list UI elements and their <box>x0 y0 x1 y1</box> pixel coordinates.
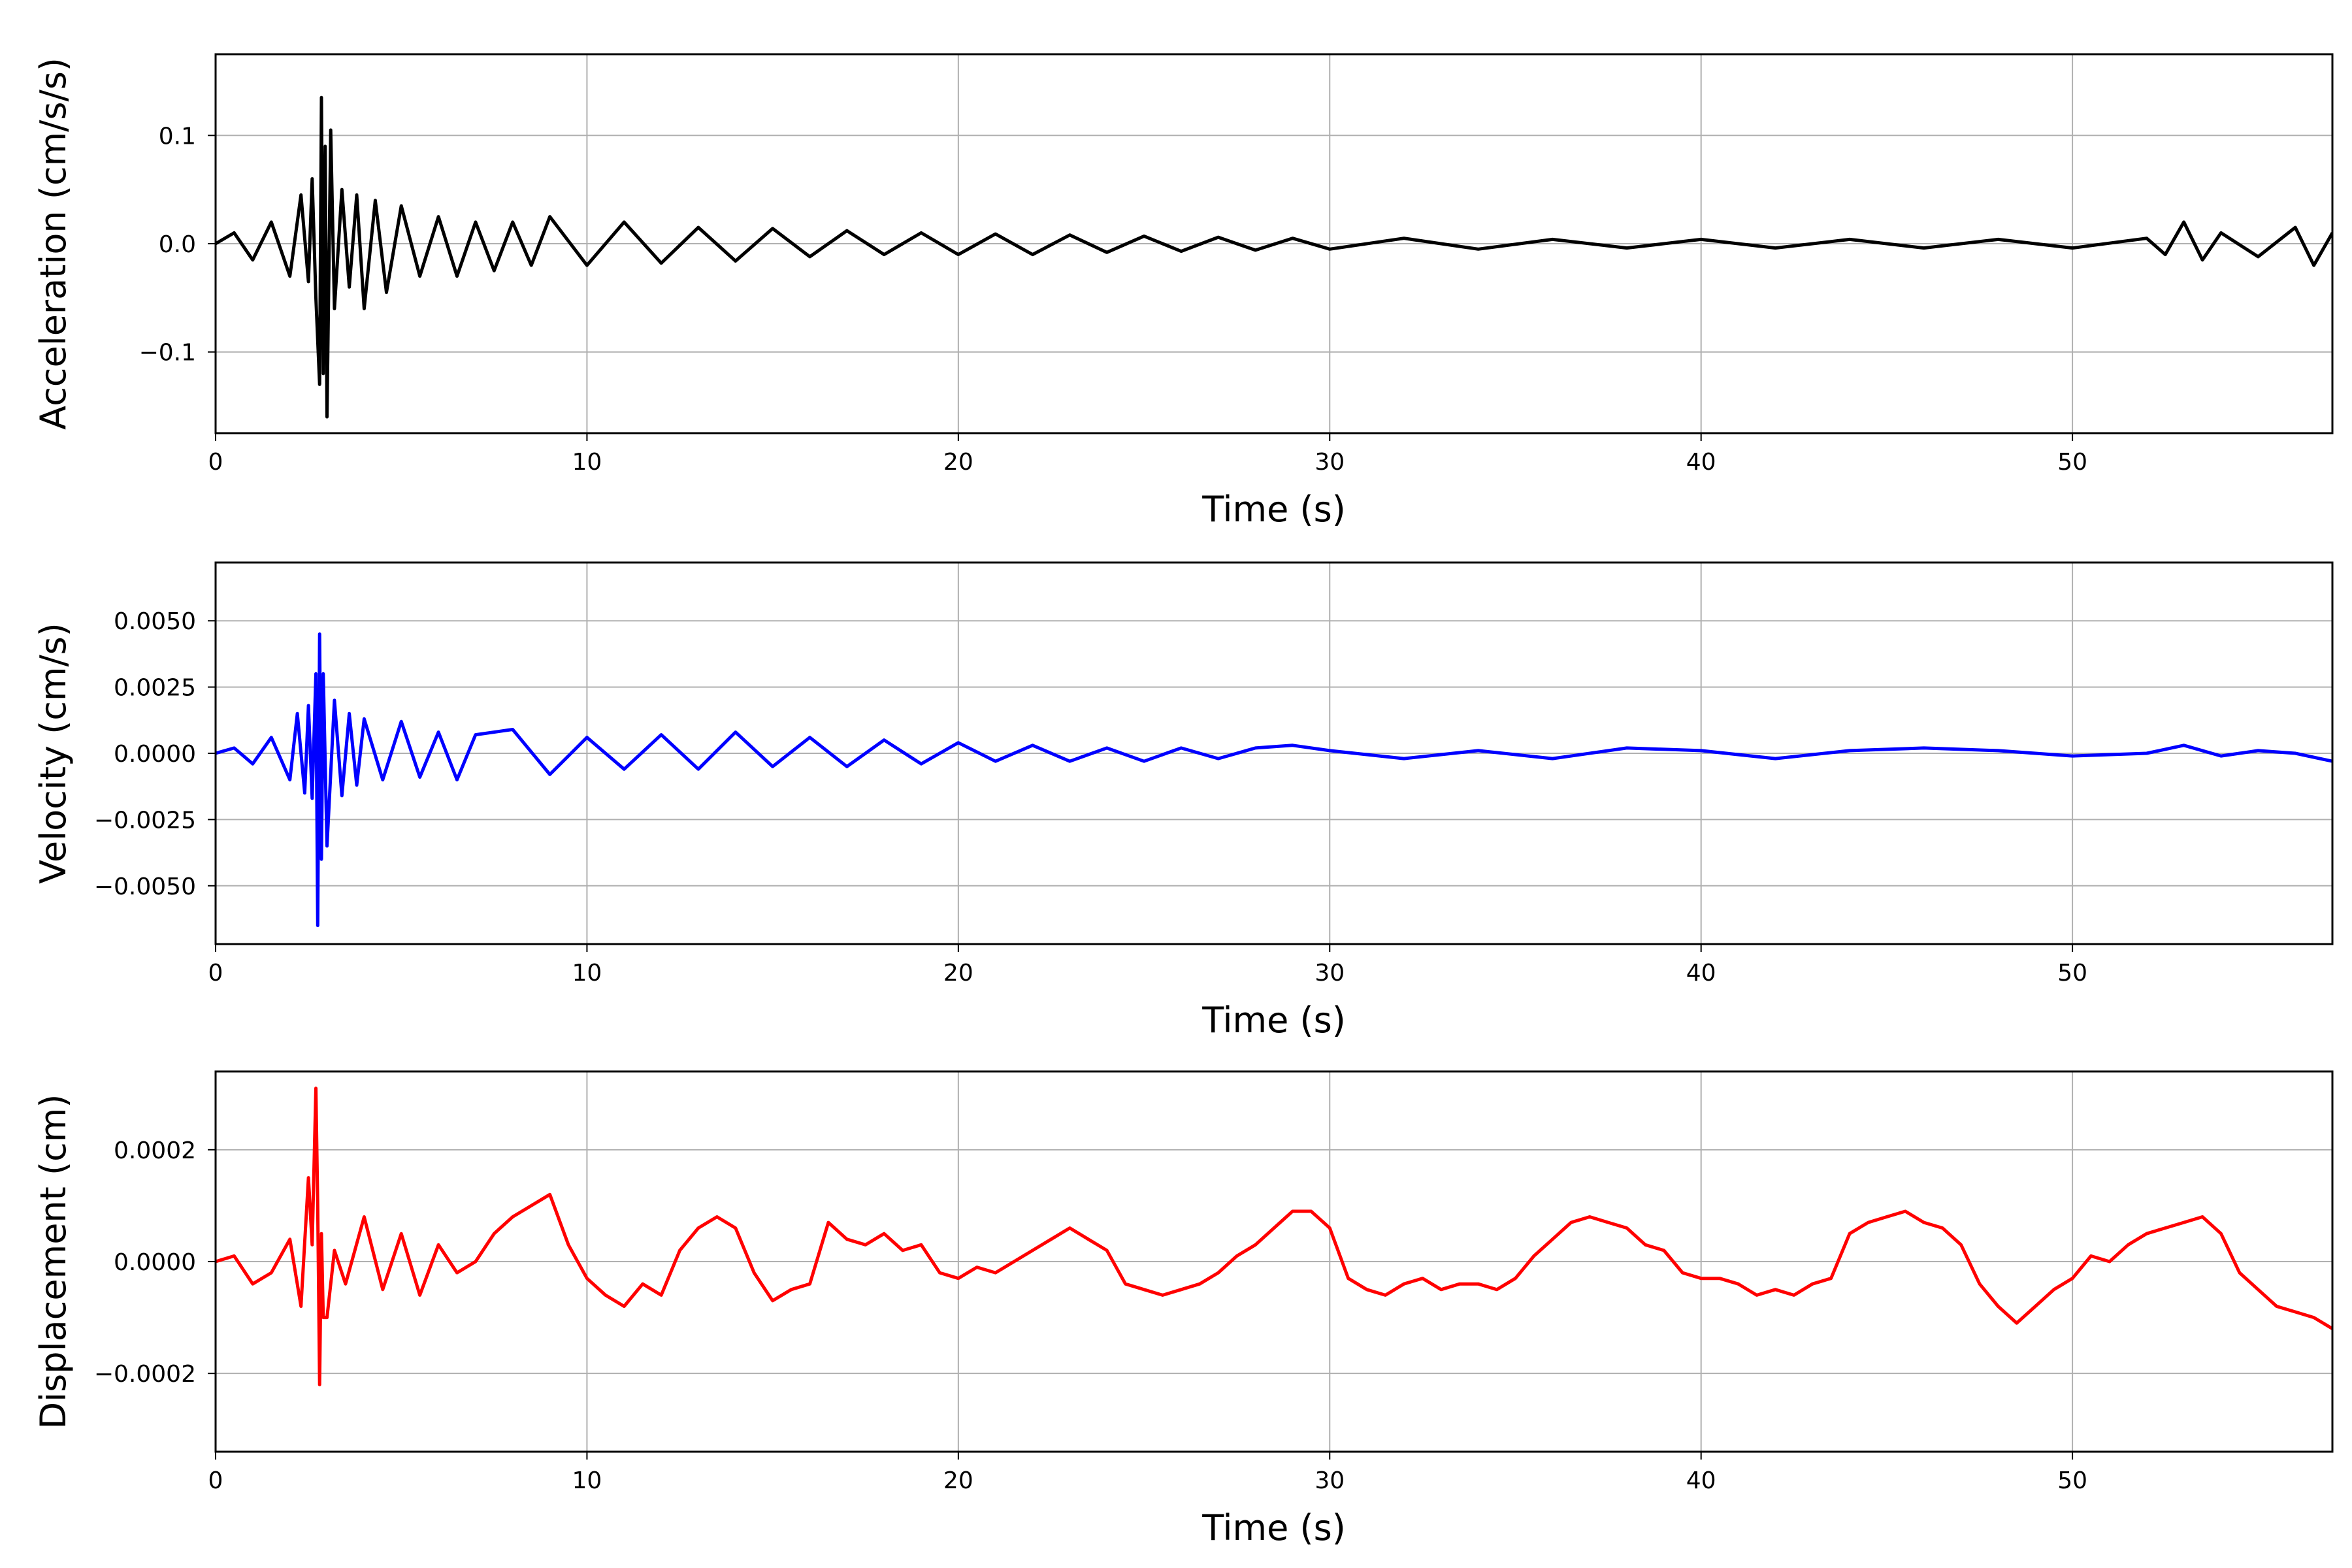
displacement-xtick-label: 0 <box>208 1467 223 1494</box>
displacement-ytick-label: −0.0002 <box>94 1361 196 1388</box>
velocity-xlabel: Time (s) <box>1201 1000 1346 1041</box>
acceleration-ylabel: Acceleration (cm/s/s) <box>33 57 74 430</box>
velocity-xtick-label: 30 <box>1315 960 1345 987</box>
acceleration-panel: 0 10 20 30 40 50 0.1 0.0 −0.1 Time (s) Acceleratio… <box>33 53 2334 530</box>
velocity-ylabel: Velocity (cm/s) <box>33 623 74 884</box>
acceleration-xlabel: Time (s) <box>1201 489 1346 530</box>
acceleration-ytick-label: 0.0 <box>159 231 196 258</box>
displacement-ytick-label: 0.0000 <box>114 1249 196 1276</box>
velocity-series-line <box>216 632 2332 928</box>
acceleration-ytick-label: −0.1 <box>139 340 196 367</box>
acceleration-xtick-label: 0 <box>208 449 223 476</box>
velocity-xtick-label: 0 <box>208 960 223 987</box>
displacement-xtick-label: 10 <box>572 1467 602 1494</box>
displacement-xtick-label: 40 <box>1686 1467 1716 1494</box>
displacement-series-line <box>216 1086 2332 1386</box>
displacement-xtick-label: 30 <box>1315 1467 1345 1494</box>
velocity-xtick-label: 20 <box>943 960 973 987</box>
acceleration-xtick-label: 30 <box>1315 449 1345 476</box>
displacement-ylabel: Displacement (cm) <box>33 1094 74 1429</box>
acceleration-xtick-label: 40 <box>1686 449 1716 476</box>
acceleration-xtick-label: 20 <box>943 449 973 476</box>
displacement-panel: 0 10 20 30 40 50 0.0002 0.0000 −0.0002 Time (s) Di… <box>33 1070 2334 1548</box>
acceleration-xtick-label: 50 <box>2057 449 2087 476</box>
acceleration-ytick-label: 0.1 <box>159 123 196 150</box>
velocity-xtick-label: 40 <box>1686 960 1716 987</box>
velocity-ytick-label: 0.0050 <box>114 608 196 635</box>
acceleration-xtick-label: 10 <box>572 449 602 476</box>
displacement-xlabel: Time (s) <box>1201 1507 1346 1548</box>
velocity-ytick-label: 0.0000 <box>114 741 196 768</box>
acceleration-series-line <box>216 95 2332 419</box>
displacement-xtick-label: 20 <box>943 1467 973 1494</box>
velocity-ytick-label: 0.0025 <box>114 675 196 702</box>
displacement-ytick-label: 0.0002 <box>114 1137 196 1164</box>
displacement-xtick-label: 50 <box>2057 1467 2087 1494</box>
velocity-ytick-label: −0.0050 <box>94 874 196 900</box>
velocity-ytick-label: −0.0025 <box>94 807 196 834</box>
velocity-panel: 0 10 20 30 40 50 0.0050 0.0025 0.0000 −0.0025 −0.0… <box>33 561 2334 1041</box>
velocity-xtick-label: 10 <box>572 960 602 987</box>
velocity-xtick-label: 50 <box>2057 960 2087 987</box>
